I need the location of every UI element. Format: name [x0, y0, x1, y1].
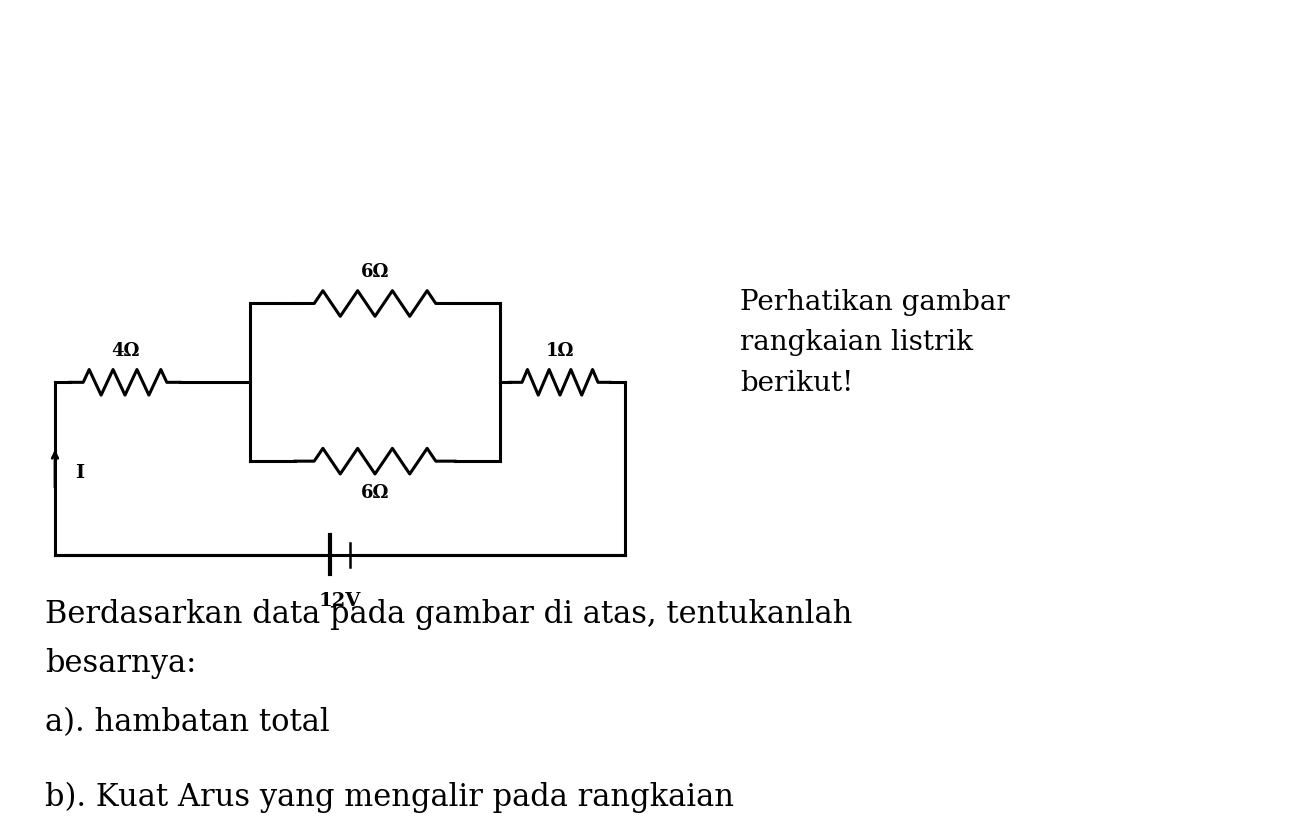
- Text: 1Ω: 1Ω: [546, 342, 575, 360]
- Text: a). hambatan total: a). hambatan total: [46, 708, 330, 739]
- Text: Berdasarkan data pada gambar di atas, tentukanlah
besarnya:: Berdasarkan data pada gambar di atas, te…: [46, 599, 853, 679]
- Text: b). Kuat Arus yang mengalir pada rangkaian: b). Kuat Arus yang mengalir pada rangkai…: [46, 781, 734, 812]
- Text: I: I: [75, 465, 84, 483]
- Text: 12V: 12V: [318, 592, 361, 610]
- Text: 6Ω: 6Ω: [361, 263, 389, 281]
- Text: 4Ω: 4Ω: [111, 342, 139, 360]
- Text: 6Ω: 6Ω: [361, 483, 389, 501]
- Text: Perhatikan gambar
rangkaian listrik
berikut!: Perhatikan gambar rangkaian listrik beri…: [740, 289, 1010, 397]
